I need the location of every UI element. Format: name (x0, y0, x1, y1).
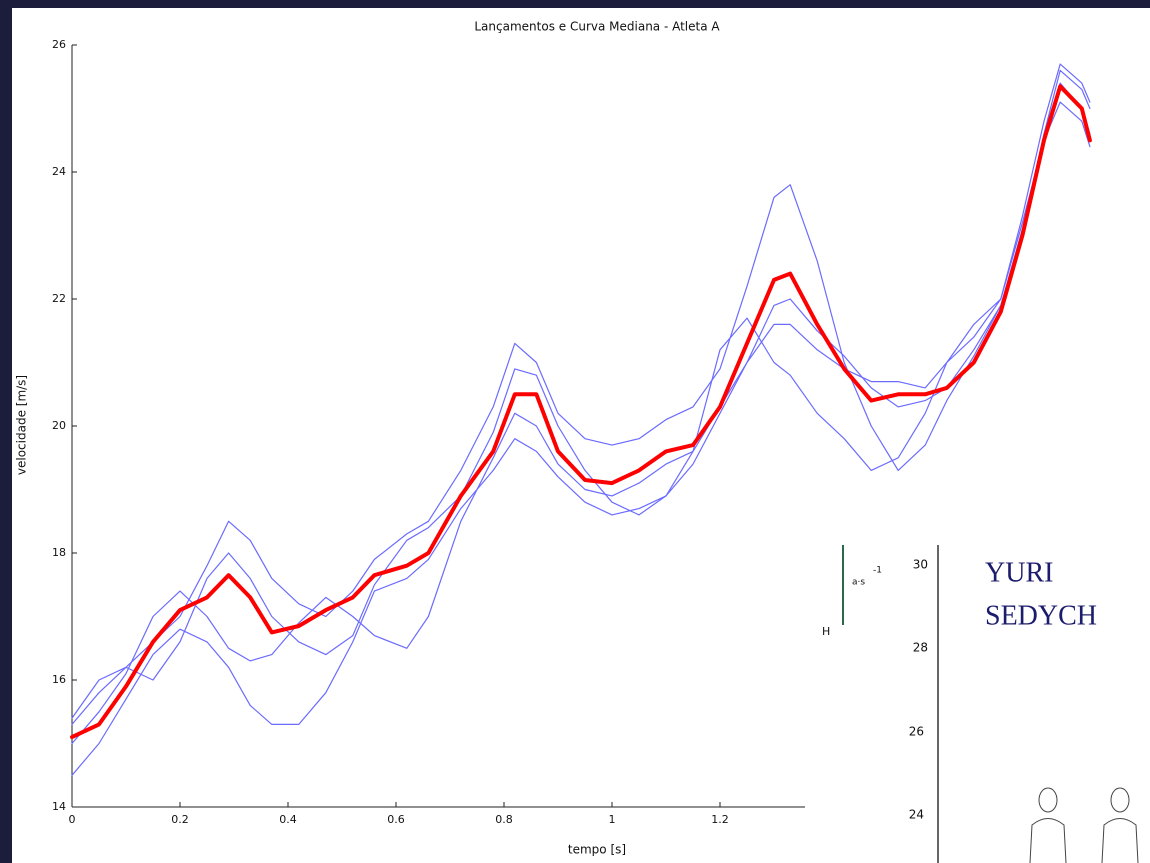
y-tick-label: 16 (52, 673, 66, 686)
y-tick-label: 24 (52, 165, 66, 178)
series-line (71, 69, 1091, 725)
axes: 14 16 18 20 22 24 26 0 0.2 0.4 0.6 0.8 1 1.2 (52, 38, 1098, 826)
y-axis-label: velocidade [m/s] (15, 375, 29, 475)
inset-tick: 26 (909, 725, 924, 739)
inset-tick: 30 (913, 558, 928, 572)
inset-unit: a·s (852, 578, 865, 588)
x-tick-label: 0.8 (495, 813, 513, 826)
y-tick-label: 14 (52, 800, 66, 813)
inset-background (805, 535, 1150, 863)
inset-unit-exponent: -1 (873, 566, 882, 576)
x-tick-label: 0.6 (387, 813, 405, 826)
y-tick-label: 18 (52, 546, 66, 559)
lines (70, 63, 1092, 776)
inset: H a·s -1 30 28 26 24 YURI SEDYCH (805, 535, 1150, 863)
x-tick-label: 0.2 (171, 813, 189, 826)
athlete-sketch (1029, 787, 1139, 863)
series-line (71, 101, 1091, 776)
x-tick-label: 1.2 (711, 813, 729, 826)
y-tick-label: 26 (52, 38, 66, 51)
inset-tick: 24 (909, 808, 924, 822)
x-tick-label: 1 (609, 813, 616, 826)
inset-tick: 28 (913, 641, 928, 655)
inset-symbol: H (822, 625, 830, 638)
series-line (70, 84, 1092, 740)
x-tick-label: 0.4 (279, 813, 297, 826)
y-tick-label: 20 (52, 419, 66, 432)
chart-title: Lançamentos e Curva Mediana - Atleta A (474, 20, 720, 34)
series-line (71, 63, 1091, 719)
inset-name: SEDYCH (985, 600, 1097, 631)
x-axis-label: tempo [s] (568, 843, 626, 857)
inset-name: YURI (985, 557, 1053, 588)
x-tick-label: 0 (69, 813, 76, 826)
y-tick-label: 22 (52, 292, 66, 305)
